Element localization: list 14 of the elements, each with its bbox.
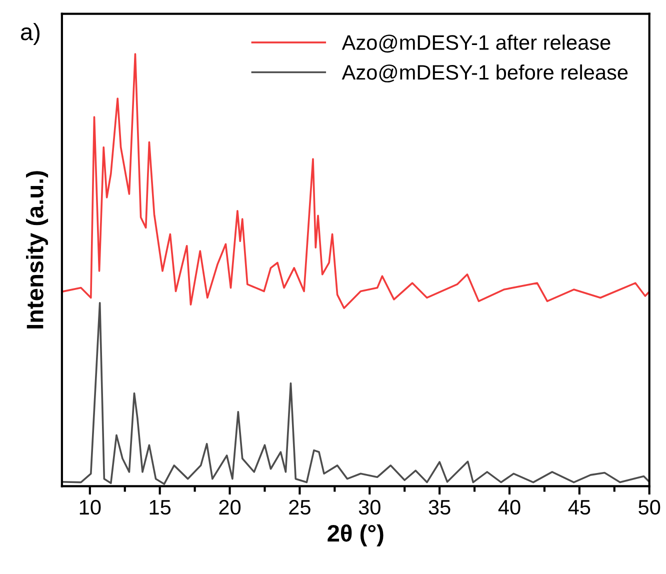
legend-label: Azo@mDESY-1 after release [342,34,610,53]
x-tick-label: 40 [498,500,520,515]
x-tick-label: 50 [638,500,660,515]
x-tick-label: 20 [219,500,241,515]
x-tick-label: 25 [289,500,310,515]
x-tick-label: 30 [358,500,380,515]
x-tick-label: 15 [150,500,171,515]
x-axis-title: 2θ (°) [328,524,384,546]
x-tick-label: 35 [428,500,450,515]
text: a) [20,22,40,45]
x-tick-label: 10 [80,500,101,515]
legend-label: Azo@mDESY-1 before release [342,64,628,82]
x-tick-label: 45 [568,500,590,515]
y-axis-title: Intensity (a.u.) [26,171,48,328]
